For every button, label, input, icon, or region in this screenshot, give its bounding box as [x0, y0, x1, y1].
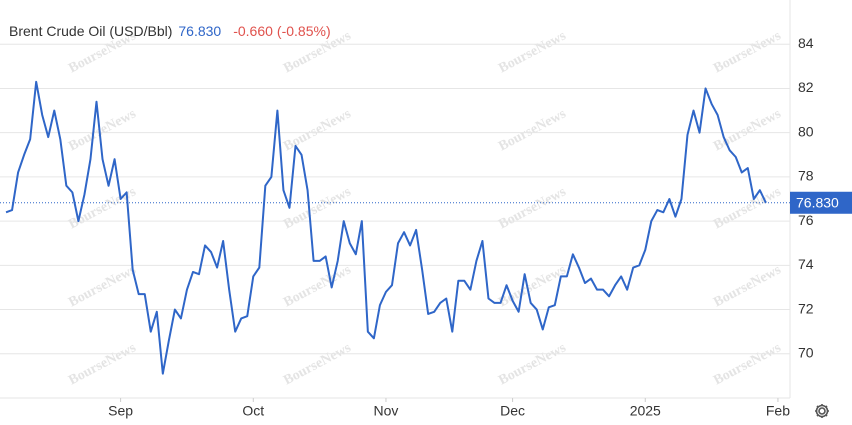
watermark: BourseNews [281, 262, 354, 310]
last-price: 76.830 [178, 23, 221, 39]
x-tick-label: 2025 [630, 403, 661, 419]
watermark: BourseNews [711, 184, 784, 232]
y-tick-label: 74 [798, 256, 814, 272]
watermark: BourseNews [66, 262, 139, 310]
plot: 76.830 [0, 80, 852, 375]
watermarks: BourseNews BourseNews BourseNews BourseNews… [66, 28, 784, 388]
gear-ring [815, 404, 829, 418]
y-tick-label: 84 [798, 35, 814, 51]
settings-icon[interactable] [815, 404, 829, 418]
watermark: BourseNews [281, 340, 354, 388]
watermark: BourseNews [496, 28, 569, 76]
gear-hub [818, 407, 826, 415]
y-tick-label: 76 [798, 212, 814, 228]
watermark: BourseNews [711, 262, 784, 310]
x-tick-label: Oct [242, 403, 264, 419]
watermark: BourseNews [66, 340, 139, 388]
x-tick-label: Nov [374, 403, 399, 419]
last-value-label: 76.830 [796, 194, 839, 210]
watermark: BourseNews [711, 340, 784, 388]
x-tick-label: Dec [500, 403, 525, 419]
watermark: BourseNews [281, 106, 354, 154]
chart-title: Brent Crude Oil (USD/Bbl) 76.830 -0.660 (-0… [9, 23, 331, 39]
x-tick-label: Sep [108, 403, 133, 419]
y-tick-label: 80 [798, 123, 814, 139]
watermark: BourseNews [66, 106, 139, 154]
grid: 70 72 74 76 78 80 82 84 Sep Oct Nov Dec 2025 Feb [0, 35, 814, 419]
watermark: BourseNews [496, 340, 569, 388]
change-pct: (-0.85%) [277, 23, 331, 39]
y-tick-label: 82 [798, 79, 814, 95]
change: -0.660 [233, 23, 273, 39]
last-value-box [790, 191, 852, 214]
watermark: BourseNews [496, 184, 569, 232]
x-tick-label: Feb [766, 403, 790, 419]
title: Brent Crude Oil (USD/Bbl) [9, 23, 172, 39]
line-series [5, 80, 767, 375]
watermark: BourseNews [711, 28, 784, 76]
y-tick-label: 72 [798, 300, 814, 316]
y-tick-label: 78 [798, 168, 814, 184]
watermark: BourseNews [496, 106, 569, 154]
y-tick-label: 70 [798, 344, 814, 360]
